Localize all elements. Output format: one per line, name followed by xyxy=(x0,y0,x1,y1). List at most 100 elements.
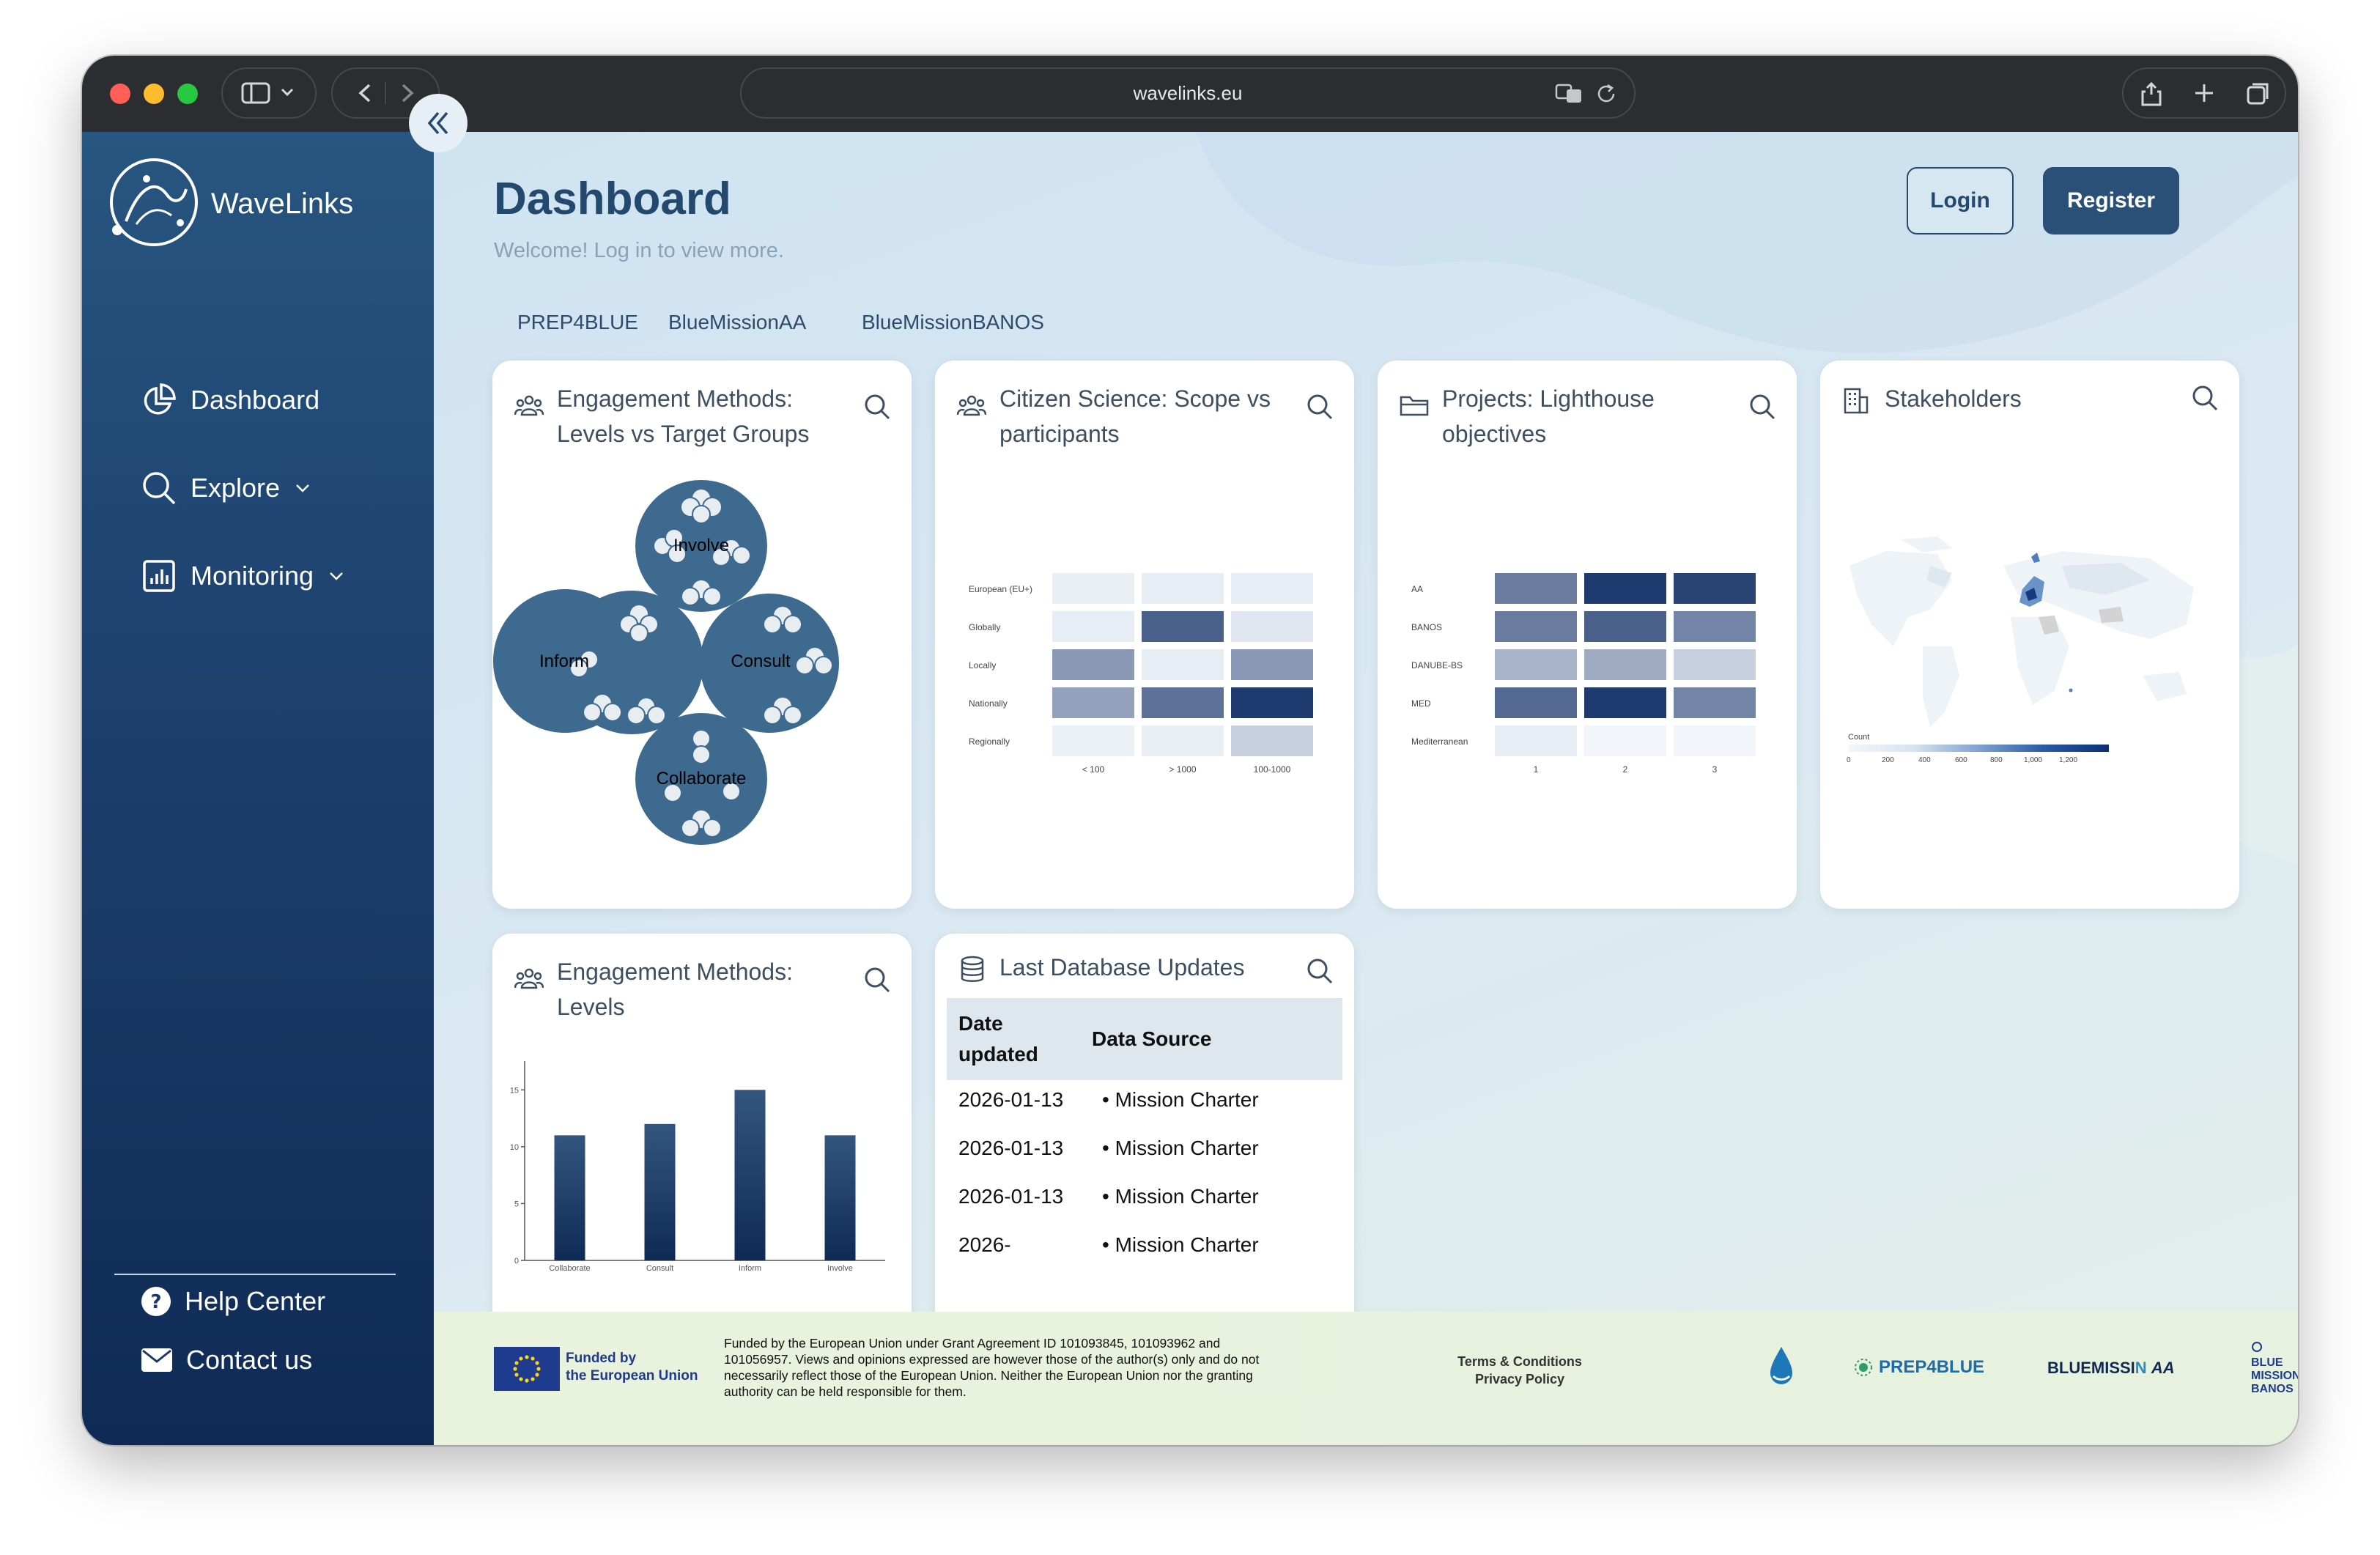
login-button[interactable]: Login xyxy=(1907,167,2014,234)
bar[interactable] xyxy=(554,1135,585,1260)
card-title: Engagement Methods: Levels vs Target Grou… xyxy=(557,385,810,447)
bluemission-aa-logo[interactable]: BLUEMISSIN AA xyxy=(2047,1359,2175,1377)
heatmap-cell[interactable] xyxy=(1674,687,1756,718)
x-tick-label: Inform xyxy=(739,1264,761,1273)
privacy-link[interactable]: Privacy Policy xyxy=(1474,1372,1565,1386)
y-tick-label: 10 xyxy=(510,1143,519,1152)
search-icon[interactable] xyxy=(1306,957,1334,985)
chevron-down-icon xyxy=(330,572,343,580)
heatmap-cell[interactable] xyxy=(1052,725,1134,756)
footer: Funded by the European Union Funded by th… xyxy=(434,1312,2298,1445)
heatmap-cell[interactable] xyxy=(1584,725,1666,756)
heatmap-cell[interactable] xyxy=(1231,725,1313,756)
bar[interactable] xyxy=(644,1123,676,1260)
bar-chart-icon xyxy=(143,560,175,592)
register-button[interactable]: Register xyxy=(2043,167,2179,234)
heatmap-cell[interactable] xyxy=(1674,573,1756,604)
heatmap-cell[interactable] xyxy=(1495,649,1577,680)
new-tab-icon[interactable] xyxy=(2195,84,2213,102)
search-icon[interactable] xyxy=(863,393,891,421)
folder-icon xyxy=(1400,396,1429,416)
column-header-source: Data Source xyxy=(1080,998,1342,1080)
heatmap-cell[interactable] xyxy=(1584,573,1666,604)
back-icon[interactable] xyxy=(358,84,371,103)
heatmap-cell[interactable] xyxy=(1674,725,1756,756)
heatmap-row-label: DANUBE-BS xyxy=(1411,660,1463,671)
heatmap-row-label: BANOS xyxy=(1411,622,1442,632)
heatmap-cell[interactable] xyxy=(1142,725,1224,756)
maximize-window-button[interactable] xyxy=(177,84,198,104)
tab-bluemissionaa[interactable]: BlueMissionAA xyxy=(668,311,807,333)
bar[interactable] xyxy=(824,1135,856,1260)
heatmap-cell[interactable] xyxy=(1584,687,1666,718)
search-icon[interactable] xyxy=(1748,393,1776,421)
brand-name[interactable]: WaveLinks xyxy=(211,188,354,220)
heatmap-cell[interactable] xyxy=(1052,573,1134,604)
share-icon[interactable] xyxy=(2141,81,2162,106)
search-icon[interactable] xyxy=(863,966,891,994)
building-icon xyxy=(1844,388,1869,414)
update-source: • Mission Charter xyxy=(1102,1137,1259,1159)
nav-monitoring[interactable]: Monitoring xyxy=(141,554,346,598)
bubble-label-involve: Involve xyxy=(673,536,729,555)
heatmap-cell[interactable] xyxy=(1142,611,1224,642)
heatmap-cell[interactable] xyxy=(1495,725,1577,756)
collapse-sidebar-button[interactable] xyxy=(409,94,468,152)
reload-icon[interactable] xyxy=(1594,82,1618,106)
heatmap-row-label: Nationally xyxy=(969,698,1008,709)
people-group-icon xyxy=(514,968,544,989)
heatmap-cell[interactable] xyxy=(1674,649,1756,680)
table-row: 2026-01-13 • Mission Charter xyxy=(947,1080,1342,1129)
heatmap-cell[interactable] xyxy=(1674,611,1756,642)
heatmap-cell[interactable] xyxy=(1142,649,1224,680)
tab-overview-icon[interactable] xyxy=(2247,83,2269,105)
x-tick-label: Consult xyxy=(646,1264,673,1273)
help-center-label: Help Center xyxy=(185,1286,326,1316)
heatmap-cell[interactable] xyxy=(1052,649,1134,680)
terms-link[interactable]: Terms & Conditions xyxy=(1457,1354,1582,1369)
heatmap-cell[interactable] xyxy=(1231,611,1313,642)
heatmap-cell[interactable] xyxy=(1495,611,1577,642)
tab-bluemissionbanos[interactable]: BlueMissionBANOS xyxy=(862,311,1044,333)
search-icon[interactable] xyxy=(2191,384,2219,412)
wavelinks-logo-icon[interactable] xyxy=(104,157,204,248)
translate-icon[interactable] xyxy=(1555,82,1584,106)
nav-dashboard[interactable]: Dashboard xyxy=(141,378,319,422)
heatmap-cell[interactable] xyxy=(1142,687,1224,718)
nav-contact-us[interactable]: Contact us xyxy=(141,1338,312,1382)
heatmap-cell[interactable] xyxy=(1142,573,1224,604)
sidebar-toggle-button[interactable] xyxy=(221,67,317,119)
prep4blue-logo[interactable]: PREP4BLUE xyxy=(1854,1357,1984,1378)
heatmap-cell[interactable] xyxy=(1231,573,1313,604)
heatmap-cell[interactable] xyxy=(1231,649,1313,680)
heatmap-cell[interactable] xyxy=(1231,687,1313,718)
bar[interactable] xyxy=(734,1090,766,1260)
heatmap-cell[interactable] xyxy=(1495,573,1577,604)
heatmap-cell[interactable] xyxy=(1052,611,1134,642)
bubble-chart: Involve Inform Consult Collaborate xyxy=(493,480,839,845)
close-window-button[interactable] xyxy=(110,84,130,104)
minimize-window-button[interactable] xyxy=(144,84,164,104)
heatmap-column-label: 3 xyxy=(1712,764,1718,775)
forward-icon[interactable] xyxy=(402,84,414,103)
table-row: 2026-01-13 • Mission Charter xyxy=(947,1177,1342,1225)
update-source: • Mission Charter xyxy=(1102,1233,1259,1256)
map-legend-ticks: 0 200 400 600 800 1,000 1,200 xyxy=(1847,756,2078,764)
bluemission-banos-logo[interactable]: BLUE MISSION BANOS xyxy=(2251,1341,2298,1396)
bubble-label-collaborate: Collaborate xyxy=(657,769,747,788)
address-bar[interactable]: wavelinks.eu xyxy=(740,67,1636,119)
water-drop-logo-icon[interactable] xyxy=(1764,1344,1798,1392)
y-tick-label: 0 xyxy=(514,1257,519,1266)
tab-prep4blue[interactable]: PREP4BLUE xyxy=(517,311,638,333)
card-database-updates: Last Database Updates Date updated Data … xyxy=(935,934,1354,1344)
nav-explore[interactable]: Explore xyxy=(141,466,312,510)
heatmap-cell[interactable] xyxy=(1495,687,1577,718)
card-engagement-target-groups: Engagement Methods: Levels vs Target Grou… xyxy=(492,361,912,909)
search-icon[interactable] xyxy=(1306,393,1334,421)
heatmap-cell[interactable] xyxy=(1584,611,1666,642)
heatmap-cell[interactable] xyxy=(1584,649,1666,680)
heatmap-cell[interactable] xyxy=(1052,687,1134,718)
card-title: Last Database Updates xyxy=(999,954,1245,980)
envelope-icon xyxy=(141,1348,172,1372)
nav-help-center[interactable]: ? Help Center xyxy=(141,1279,325,1323)
